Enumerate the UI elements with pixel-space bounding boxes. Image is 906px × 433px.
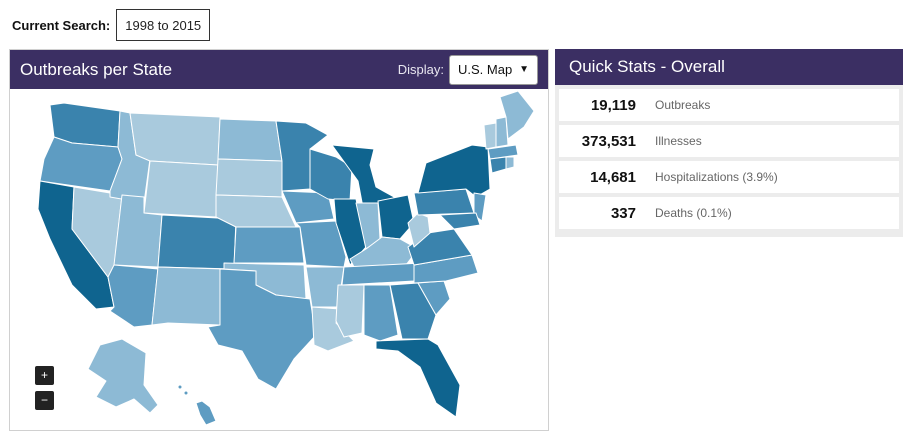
state-alabama <box>363 284 399 342</box>
stat-value: 373,531 <box>581 132 636 150</box>
display-select-value: U.S. Map <box>458 62 513 77</box>
state-michigan <box>331 144 395 214</box>
state-ohio <box>377 194 415 240</box>
state-massachusetts <box>487 144 519 160</box>
stat-label: Deaths (0.1%) <box>655 206 732 220</box>
state-georgia <box>389 282 437 340</box>
chevron-down-icon: ▼ <box>519 64 529 75</box>
state-new-mexico <box>151 266 225 326</box>
stat-row-outbreaks: 19,119 Outbreaks <box>559 89 899 121</box>
state-rhode-island <box>505 156 515 170</box>
state-wyoming <box>143 160 219 218</box>
stat-row-hospitalizations: 14,681 Hospitalizations (3.9%) <box>559 161 899 193</box>
quick-stats-title: Quick Stats - Overall <box>555 49 903 85</box>
stat-row-deaths: 337 Deaths (0.1%) <box>559 197 899 229</box>
quick-stats-panel: Quick Stats - Overall 19,119 Outbreaks 3… <box>555 49 903 237</box>
current-search: Current Search: 1998 to 2015 <box>12 9 211 41</box>
state-maryland <box>439 212 481 230</box>
us-map-svg[interactable] <box>10 89 548 430</box>
hawaii-island-small <box>177 384 183 390</box>
zoom-out-button[interactable]: − <box>35 391 54 410</box>
state-new-hampshire <box>495 116 509 148</box>
state-kansas <box>233 226 305 264</box>
state-vermont <box>483 122 497 150</box>
state-iowa <box>281 190 335 224</box>
state-new-york <box>417 144 491 198</box>
map-panel-title: Outbreaks per State <box>20 59 173 79</box>
zoom-in-button[interactable]: + <box>35 366 54 385</box>
state-arizona <box>107 264 159 328</box>
current-search-value[interactable]: 1998 to 2015 <box>116 9 211 41</box>
state-west-virginia <box>407 212 431 248</box>
state-nebraska <box>215 194 297 228</box>
state-tennessee <box>341 262 423 286</box>
display-label: Display: <box>397 62 444 77</box>
stat-row-illnesses: 373,531 Illnesses <box>559 125 899 157</box>
state-hawaii <box>195 400 217 426</box>
state-south-dakota <box>215 158 283 198</box>
stat-value: 337 <box>610 204 636 222</box>
outbreaks-map-panel: Outbreaks per State Display: U.S. Map ▼ <box>9 49 549 431</box>
display-select[interactable]: U.S. Map ▼ <box>449 54 538 85</box>
state-colorado <box>157 214 237 270</box>
state-north-dakota <box>217 118 283 162</box>
state-texas <box>207 268 317 390</box>
stat-value: 14,681 <box>590 168 636 186</box>
stat-label: Outbreaks <box>655 98 711 112</box>
map-panel-header: Outbreaks per State Display: U.S. Map ▼ <box>10 50 548 89</box>
state-mississippi <box>335 284 365 338</box>
state-montana <box>129 112 221 166</box>
state-alaska <box>87 338 159 414</box>
hawaii-island-small <box>183 390 189 396</box>
state-connecticut <box>489 156 507 174</box>
state-florida <box>375 338 461 418</box>
stat-value: 19,119 <box>590 96 636 114</box>
state-new-jersey <box>473 192 487 222</box>
stat-label: Hospitalizations (3.9%) <box>655 170 778 184</box>
stat-label: Illnesses <box>655 134 702 148</box>
us-map[interactable]: + − <box>10 89 548 430</box>
current-search-label: Current Search: <box>12 17 111 33</box>
state-maine <box>499 90 535 140</box>
